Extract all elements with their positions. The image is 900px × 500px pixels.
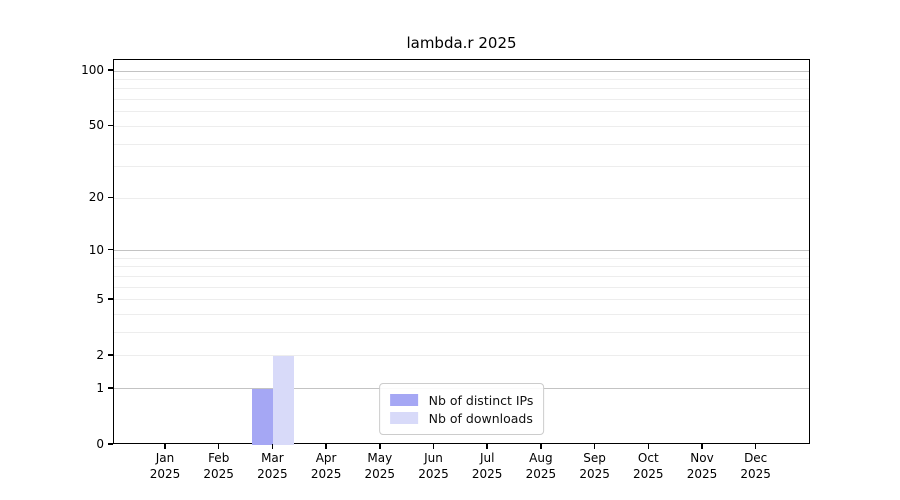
x-tick-label: Apr 2025	[294, 451, 358, 482]
x-tick-month: Mar	[261, 451, 284, 465]
x-tick-year: 2025	[471, 466, 503, 481]
bar-downloads	[273, 355, 295, 445]
x-tick-year: 2025	[149, 466, 181, 481]
x-tick-mark	[754, 444, 757, 449]
legend: Nb of distinct IPs Nb of downloads	[378, 383, 545, 435]
minor-gridline	[114, 257, 809, 259]
x-tick-month: Apr	[315, 451, 337, 465]
y-tick-label: 1	[96, 380, 104, 395]
minor-gridline	[114, 166, 809, 168]
x-tick-year: 2025	[579, 466, 610, 481]
y-tick-mark	[108, 248, 113, 251]
x-tick-year: 2025	[740, 466, 771, 481]
legend-item-downloads: Nb of downloads	[389, 410, 534, 426]
y-tick-label: 5	[96, 291, 104, 306]
x-tick-mark	[325, 444, 327, 449]
minor-gridline	[114, 299, 809, 301]
minor-gridline	[114, 266, 809, 268]
minor-gridline	[114, 286, 809, 288]
x-tick-month: Aug	[529, 451, 553, 465]
minor-gridline	[114, 355, 809, 357]
y-tick-label: 10	[88, 242, 104, 257]
x-tick-label: May 2025	[348, 451, 412, 482]
legend-item-distinct-ips: Nb of distinct IPs	[389, 392, 534, 408]
x-tick-mark	[486, 444, 488, 449]
y-tick-label: 2	[96, 347, 104, 362]
x-tick-label: Feb 2025	[187, 451, 251, 482]
minor-gridline	[114, 314, 809, 316]
x-tick-label: Dec 2025	[724, 451, 788, 482]
minor-gridline	[114, 88, 809, 90]
x-tick-month: Jan	[155, 451, 175, 465]
x-tick-year: 2025	[633, 466, 664, 481]
x-tick-month: Oct	[637, 451, 659, 465]
x-tick-mark	[271, 444, 274, 449]
x-tick-label: Nov 2025	[670, 451, 734, 482]
x-tick-year: 2025	[203, 466, 234, 481]
legend-label-downloads: Nb of downloads	[428, 410, 533, 426]
y-tick-mark	[108, 387, 113, 389]
y-tick-label: 50	[88, 118, 104, 133]
y-tick-label: 20	[88, 190, 104, 205]
x-tick-month: Dec	[744, 451, 768, 465]
x-tick-mark	[379, 444, 381, 449]
y-tick-mark	[108, 443, 113, 445]
x-tick-label: Sep 2025	[563, 451, 627, 482]
bar-distinct-ips	[252, 388, 274, 445]
minor-gridline	[114, 197, 809, 199]
x-tick-year: 2025	[257, 466, 288, 481]
x-tick-label: Aug 2025	[509, 451, 573, 482]
x-tick-label: Jan 2025	[133, 451, 197, 482]
x-tick-year: 2025	[525, 466, 557, 481]
x-tick-mark	[164, 444, 166, 449]
x-tick-mark	[432, 444, 435, 449]
x-tick-label: Jul 2025	[455, 451, 519, 482]
x-tick-mark	[217, 444, 220, 449]
minor-gridline	[114, 275, 809, 277]
chart-title: lambda.r 2025	[406, 34, 517, 52]
y-tick-label: 0	[96, 437, 104, 451]
x-tick-month: Nov	[690, 451, 714, 465]
x-tick-month: May	[367, 451, 393, 465]
major-gridline	[114, 70, 809, 72]
x-tick-mark	[593, 444, 596, 449]
minor-gridline	[114, 143, 809, 145]
x-tick-label: Jun 2025	[402, 451, 466, 482]
x-tick-label: Mar 2025	[240, 451, 304, 482]
y-tick-mark	[108, 298, 113, 300]
legend-swatch-distinct-ips	[389, 394, 418, 406]
x-tick-mark	[540, 444, 542, 449]
plot-area: Nb of distinct IPs Nb of downloads	[113, 59, 810, 445]
x-tick-month: Sep	[583, 451, 606, 465]
minor-gridline	[114, 78, 809, 80]
y-tick-mark	[108, 196, 113, 199]
x-tick-year: 2025	[686, 466, 718, 481]
y-tick-mark	[108, 354, 113, 356]
major-gridline	[114, 250, 809, 252]
minor-gridline	[114, 111, 809, 113]
y-tick-label: 100	[81, 63, 104, 77]
x-tick-month: Feb	[208, 451, 230, 465]
x-tick-month: Jul	[479, 451, 495, 465]
x-tick-mark	[647, 444, 650, 449]
x-tick-year: 2025	[310, 466, 342, 481]
x-tick-mark	[701, 444, 703, 449]
x-tick-year: 2025	[418, 466, 449, 481]
legend-label-distinct-ips: Nb of distinct IPs	[428, 392, 534, 408]
x-tick-label: Oct 2025	[616, 451, 680, 482]
minor-gridline	[114, 99, 809, 101]
y-tick-mark	[108, 124, 113, 127]
x-tick-month: Jun	[424, 451, 443, 465]
minor-gridline	[114, 332, 809, 334]
x-tick-year: 2025	[364, 466, 396, 481]
y-tick-mark	[108, 69, 113, 71]
legend-swatch-downloads	[389, 412, 418, 424]
minor-gridline	[114, 125, 809, 127]
